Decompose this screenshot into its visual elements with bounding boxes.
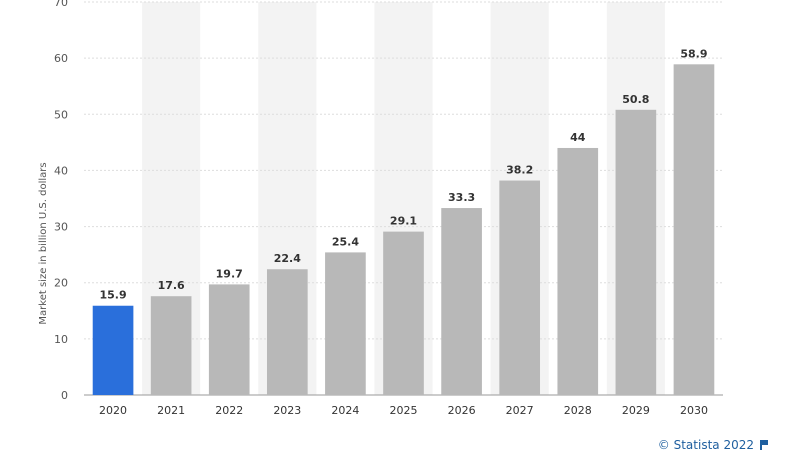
y-tick-label: 20	[54, 277, 68, 290]
credit-text: © Statista 2022	[657, 438, 754, 452]
data-label-2027: 38.2	[506, 164, 533, 177]
data-label-2024: 25.4	[332, 235, 359, 248]
x-tick-label: 2021	[157, 404, 185, 417]
x-tick-label: 2023	[273, 404, 301, 417]
x-tick-label: 2022	[215, 404, 243, 417]
data-label-2025: 29.1	[390, 215, 417, 228]
x-tick-label: 2029	[622, 404, 650, 417]
y-tick-label: 70	[54, 0, 68, 9]
bar-2025[interactable]	[383, 231, 424, 395]
bar-2020[interactable]	[92, 305, 134, 395]
x-tick-label: 2025	[390, 404, 418, 417]
data-label-2020: 15.9	[99, 289, 126, 302]
bar-2029[interactable]	[615, 109, 657, 396]
data-label-2026: 33.3	[448, 191, 475, 204]
data-labels: 15.9 17.6 19.7 22.4 25.4 29.1 33.3 38.2 44 50.8 58…	[99, 47, 707, 301]
x-tick-label: 2020	[99, 404, 127, 417]
bar-2024[interactable]	[325, 252, 366, 395]
statista-credit[interactable]: © Statista 2022	[658, 438, 768, 452]
x-tick-label: 2026	[448, 404, 476, 417]
bar-2026[interactable]	[441, 208, 482, 395]
x-tick-label: 2027	[506, 404, 534, 417]
y-axis-ticks: 0 10 20 30 40 50 60 70	[54, 0, 68, 402]
y-tick-label: 40	[54, 164, 68, 177]
bars	[92, 64, 715, 396]
x-axis-ticks: 2020 2021 2022 2023 2024 2025 2026 2027 2028 2029…	[99, 404, 708, 417]
data-label-2030: 58.9	[680, 47, 707, 60]
data-label-2022: 19.7	[216, 267, 243, 280]
bar-2022[interactable]	[208, 284, 250, 395]
y-tick-label: 10	[54, 333, 68, 346]
flag-icon[interactable]	[760, 440, 768, 450]
bar-2028[interactable]	[557, 147, 599, 395]
bar-2030[interactable]	[673, 64, 715, 395]
bar-2027[interactable]	[499, 180, 541, 395]
x-tick-label: 2030	[680, 404, 708, 417]
data-label-2021: 17.6	[158, 279, 185, 292]
bar-2021[interactable]	[150, 296, 192, 395]
x-tick-label: 2028	[564, 404, 592, 417]
data-label-2023: 22.4	[274, 252, 301, 265]
bar-2023[interactable]	[266, 269, 308, 395]
data-label-2028: 44	[570, 131, 586, 144]
data-label-2029: 50.8	[622, 93, 649, 106]
x-tick-label: 2024	[331, 404, 359, 417]
y-axis-label: Market size in billion U.S. dollars	[38, 162, 49, 324]
y-tick-label: 30	[54, 221, 68, 234]
y-tick-label: 0	[61, 389, 68, 402]
y-tick-label: 50	[54, 108, 68, 121]
y-tick-label: 60	[54, 52, 68, 65]
